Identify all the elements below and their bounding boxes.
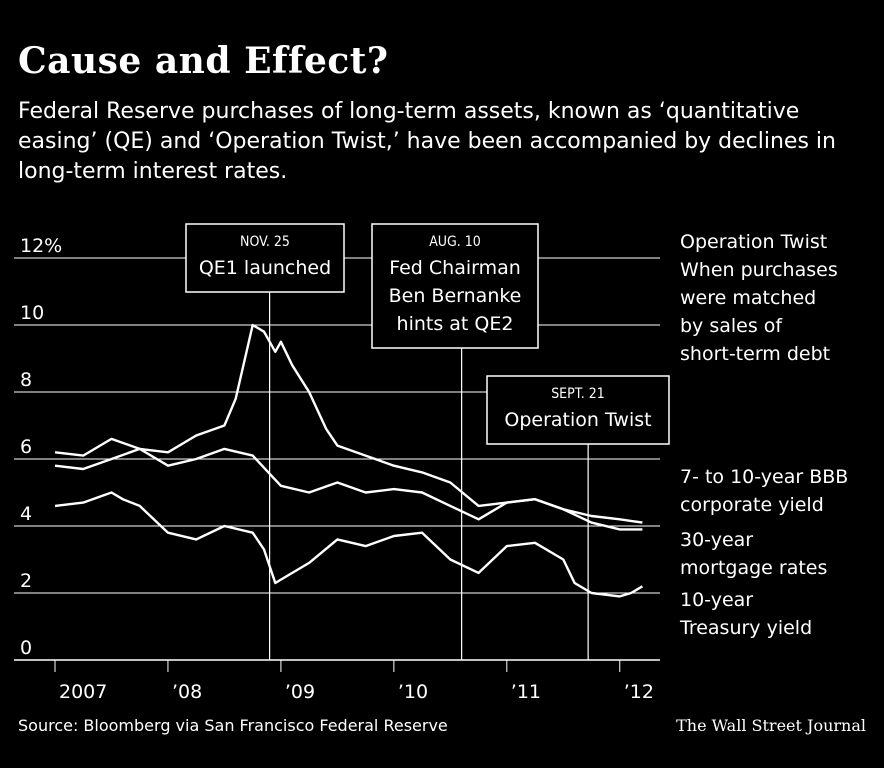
- y-tick-label: 2: [20, 570, 32, 592]
- y-tick-label: 10: [20, 302, 44, 324]
- y-tick-label: 4: [20, 503, 32, 525]
- legend-operation-twist: Operation Twist When purchases were matc…: [680, 231, 838, 365]
- y-tick-label: 6: [20, 436, 32, 458]
- x-tick-label: ’09: [285, 681, 315, 703]
- event-annotation-box: [371, 223, 539, 349]
- event-annotation-box: [185, 223, 345, 293]
- legend-mortgage: 30-year mortgage rates: [680, 529, 828, 579]
- event-annotation-box: [486, 375, 670, 445]
- event-label: Ben Bernanke: [389, 285, 522, 307]
- series-line-1: [54, 437, 643, 531]
- y-tick-label: 0: [20, 637, 32, 659]
- event-date-label: AUG. 10: [429, 234, 481, 250]
- event-label: QE1 launched: [199, 257, 331, 279]
- event-label: Fed Chairman: [389, 257, 521, 279]
- x-tick-label: ’10: [398, 681, 428, 703]
- y-tick-label: 12%: [20, 235, 62, 257]
- event-label: hints at QE2: [397, 313, 514, 335]
- publisher-credit: The Wall Street Journal: [676, 716, 866, 735]
- x-tick-label: 2007: [59, 681, 107, 703]
- x-tick-label: ’11: [511, 681, 541, 703]
- series-line-2: [54, 491, 644, 598]
- legend-bbb-corporate: 7- to 10-year BBB corporate yield: [680, 466, 849, 516]
- x-tick-label: ’08: [172, 681, 202, 703]
- chart-subtitle: Federal Reserve purchases of long-term a…: [18, 99, 836, 184]
- x-tick-label: ’12: [624, 681, 654, 703]
- event-date-label: NOV. 25: [240, 234, 290, 250]
- source-note: Source: Bloomberg via San Francisco Fede…: [18, 716, 448, 735]
- y-tick-label: 8: [20, 369, 32, 391]
- event-label: Operation Twist: [504, 409, 651, 431]
- event-date-label: SEPT. 21: [551, 386, 605, 402]
- legend-treasury: 10-year Treasury yield: [680, 589, 813, 639]
- chart-title: Cause and Effect?: [18, 40, 389, 82]
